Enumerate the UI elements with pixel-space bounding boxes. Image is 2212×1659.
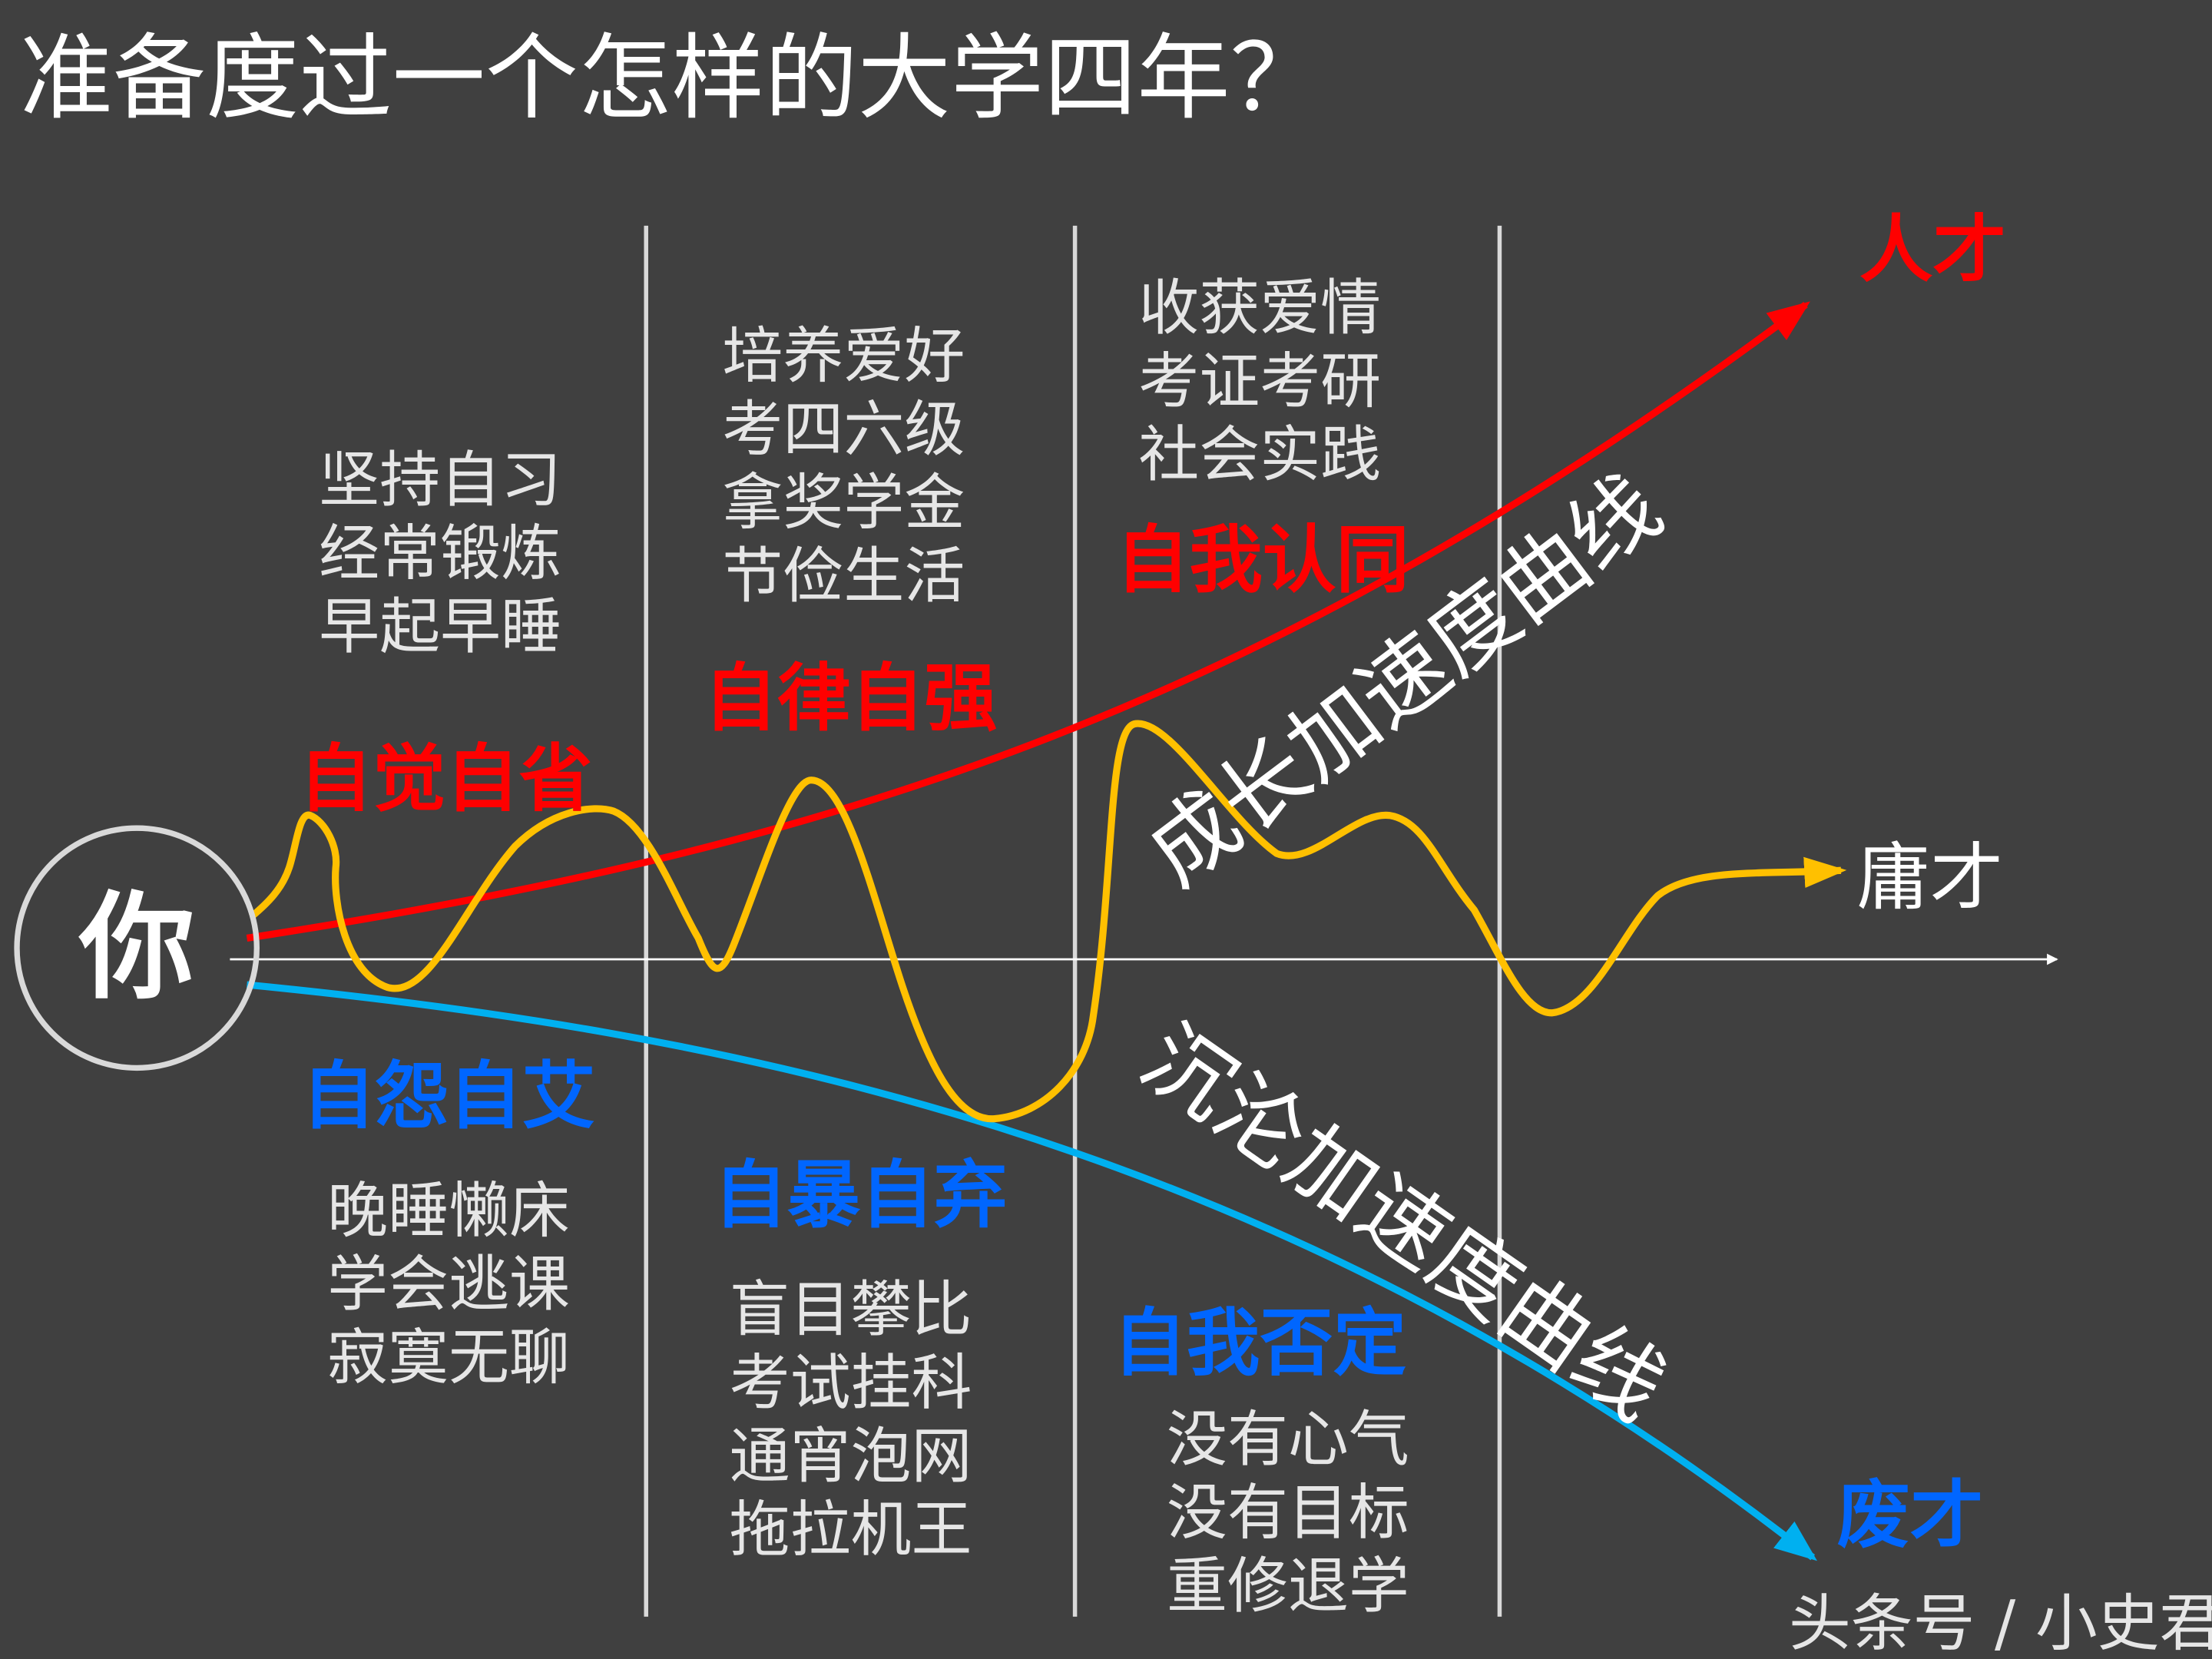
actual-curve [248, 720, 1847, 1123]
stage1-positive-item: 坚持自习 [319, 445, 561, 515]
you-label: 你 [78, 880, 195, 1015]
stage3-negative-item: 重修退学 [1167, 1551, 1409, 1621]
stage2-negative-item: 盲目攀比 [730, 1274, 972, 1345]
stage3-positive-item: 收获爱情 [1138, 273, 1381, 343]
stage3-positive-item: 考证考研 [1138, 346, 1381, 416]
stage3-negative-title: 自我否定 [1113, 1300, 1406, 1386]
stage1-positive-item: 早起早睡 [319, 591, 561, 662]
stage3-negative-item: 没有心气 [1167, 1404, 1409, 1475]
stage2-positive-title: 自律自强 [704, 655, 998, 741]
watermark: 头条号 / 小史君 [1789, 1588, 2212, 1659]
stage2-negative-item: 通宵泡网 [730, 1421, 972, 1492]
stage3-positive-title: 自我认同 [1116, 517, 1409, 603]
outcome-waste: 废才 [1836, 1472, 1983, 1558]
stage3-positive-item: 社会实践 [1138, 419, 1381, 490]
stage1-positive-item: 经常锻炼 [319, 518, 561, 589]
stage1-negative-item: 晚睡懒床 [327, 1175, 570, 1246]
stage2-positive-item: 考四六级 [722, 394, 965, 465]
growth-curve [246, 301, 1810, 942]
you-circle [14, 825, 260, 1071]
stage2-negative-title: 自暴自弃 [714, 1152, 1007, 1238]
stage2-positive-item: 培养爱好 [722, 320, 965, 391]
stage1-negative-item: 寂寞无聊 [327, 1322, 570, 1392]
stage1-negative-title: 自怨自艾 [302, 1053, 595, 1139]
stage2-positive-item: 拿奖学金 [722, 467, 965, 538]
stage2-negative-item: 拖拉机王 [730, 1495, 972, 1565]
outcome-talent: 人才 [1859, 207, 2006, 293]
stage3-negative-item: 没有目标 [1167, 1478, 1409, 1548]
outcome-mediocre: 庸才 [1856, 835, 2003, 921]
stage2-negative-item: 考试挂科 [730, 1348, 972, 1419]
stage1-negative-item: 学会逃课 [327, 1249, 570, 1320]
stage1-positive-title: 自觉自省 [299, 736, 592, 822]
stage2-positive-item: 节俭生活 [722, 541, 965, 611]
page-title: 准备度过一个怎样的大学四年？ [20, 23, 1323, 132]
decline-curve [246, 981, 1817, 1561]
